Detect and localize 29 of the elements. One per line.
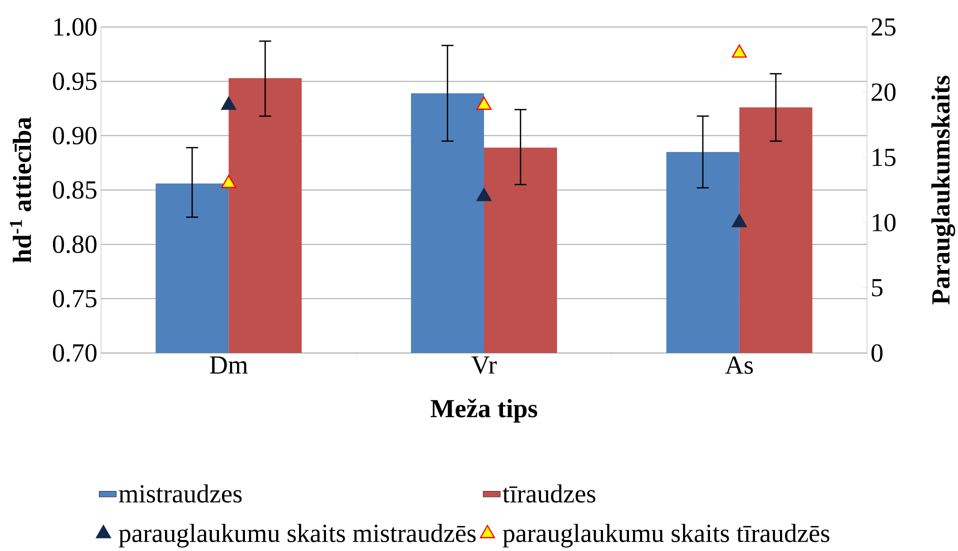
legend-label: tīraudzes [502,484,596,503]
y2-tick-label: 25 [872,18,896,36]
y-axis-title: hd$^{-1}$ attiecība [10,117,32,263]
point [221,96,236,110]
y-tick-label: 0.70 [52,344,96,362]
y-tick-label: 1.00 [54,18,96,36]
y2-tick-label: 20 [872,83,896,101]
point [732,214,747,228]
legend-label: parauglaukumu skaits mistraudzēs [118,524,476,548]
y2-tick-label: 15 [872,148,896,166]
x-axis-title: Meža tips [430,398,538,423]
y2-tick-label: 10 [872,214,896,232]
point [476,96,492,110]
x-tick-label: Dm [210,356,248,374]
x-tick-label: As [725,356,753,374]
y2-axis-title: Parauglaukumskaits [931,76,956,304]
legend-label: parauglaukumu skaits tīraudzēs [502,524,830,548]
y2-tick-label: 5 [872,279,883,296]
legend-label: mistraudzes [118,484,242,503]
point [476,188,492,202]
y2-tick-label: 0 [872,344,883,362]
y-tick-label: 0.90 [52,126,96,144]
y-tick-label: 0.85 [52,181,96,199]
y-tick-label: 0.80 [52,235,96,254]
x-tick-label: Vr [471,356,497,374]
y-tick-label: 0.95 [52,72,96,90]
y-tick-label: 0.75 [52,290,96,308]
point [732,44,747,58]
point [221,174,236,188]
